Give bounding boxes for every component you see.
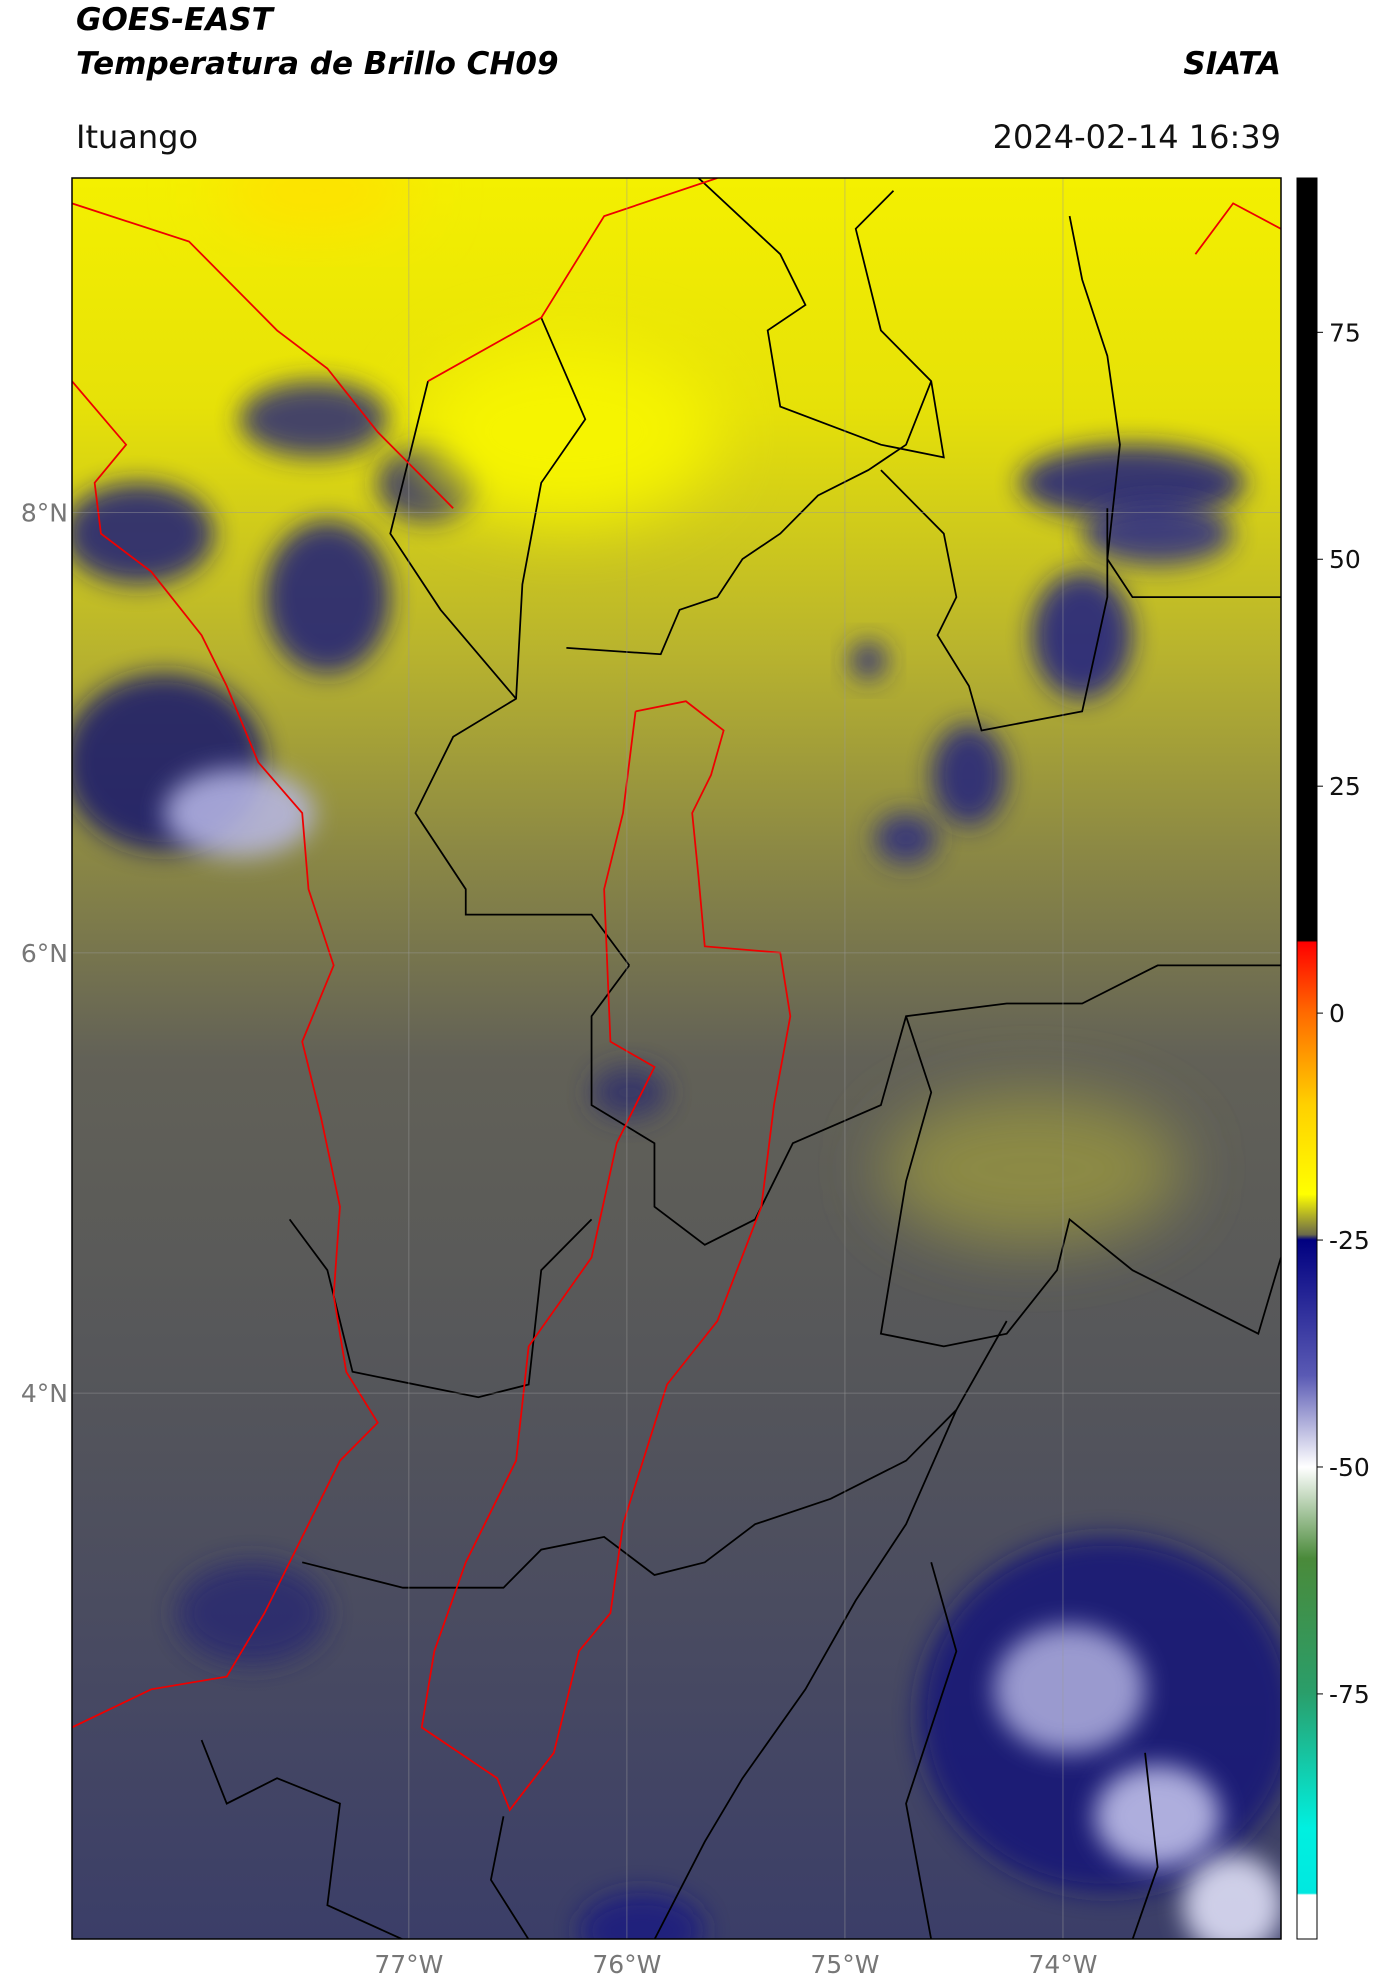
boundary-line (653, 1409, 958, 1939)
boundary-line (905, 1562, 958, 1939)
cloud-region (72, 482, 215, 585)
cloud-region (1031, 571, 1133, 699)
map-features (72, 178, 1281, 1939)
lat-tick-label: 8°N (21, 499, 68, 528)
coastline (427, 178, 718, 382)
region: Ituango (76, 118, 198, 156)
cloud-region (163, 768, 315, 858)
coastline (72, 380, 379, 1729)
boundary-line (288, 1218, 593, 1399)
cloud-region (415, 343, 718, 521)
cloud-region (1182, 1854, 1281, 1939)
source: SIATA (1183, 46, 1281, 82)
colorbar-tick-label: -75 (1329, 1680, 1370, 1709)
boundary-line (590, 964, 1281, 1246)
cloud-region (214, 178, 416, 229)
boundary-line (1131, 1752, 1159, 1939)
title-line2: Temperatura de Brillo CH09 (76, 46, 559, 82)
title-line1: GOES-EAST (76, 2, 276, 38)
lon-tick-label: 77°W (374, 1950, 443, 1979)
cloud-region (1082, 501, 1234, 566)
colorbar-tick-label: 0 (1329, 999, 1345, 1028)
colorbar-tick-label: 50 (1329, 545, 1361, 574)
boundary-line (200, 1739, 404, 1939)
lat-tick-label: 6°N (21, 939, 68, 968)
boundary-line (880, 469, 1109, 732)
boundary-line (489, 1816, 530, 1939)
boundary-line (697, 178, 945, 459)
cloud-region (931, 724, 1007, 826)
boundary-line (566, 380, 933, 656)
map-area (72, 178, 1281, 1939)
lon-tick-label: 75°W (810, 1950, 879, 1979)
colorbar-tick-label: -25 (1329, 1226, 1370, 1255)
cloud-region (994, 1625, 1146, 1753)
boundary-line (1068, 215, 1281, 598)
cloud-region (880, 1092, 1183, 1245)
colorbar-tick-label: -50 (1329, 1453, 1370, 1482)
timestamp: 2024-02-14 16:39 (993, 118, 1281, 156)
boundary-line (414, 317, 630, 966)
grid (72, 178, 1281, 1939)
lon-tick-label: 74°W (1028, 1950, 1097, 1979)
coastline (72, 202, 454, 509)
colorbar-tick-label: 75 (1329, 318, 1361, 347)
boundary-line (302, 1320, 1008, 1589)
cloud-region (176, 1562, 328, 1664)
cloud-region (1019, 444, 1246, 521)
cloud-region (874, 813, 938, 864)
boundary-line (879, 1015, 1281, 1348)
colorbar-tick-label: 25 (1329, 772, 1361, 801)
lon-tick-label: 76°W (592, 1950, 661, 1979)
cloud-region (591, 1067, 668, 1118)
cloud-region (849, 641, 888, 680)
coastline (420, 700, 792, 1812)
lat-tick-label: 4°N (21, 1379, 68, 1408)
map-frame (71, 177, 1282, 1940)
coastline (1194, 202, 1281, 255)
cloud-region (1094, 1765, 1221, 1868)
colorbar (1296, 177, 1318, 1940)
cloud-region (264, 520, 391, 674)
